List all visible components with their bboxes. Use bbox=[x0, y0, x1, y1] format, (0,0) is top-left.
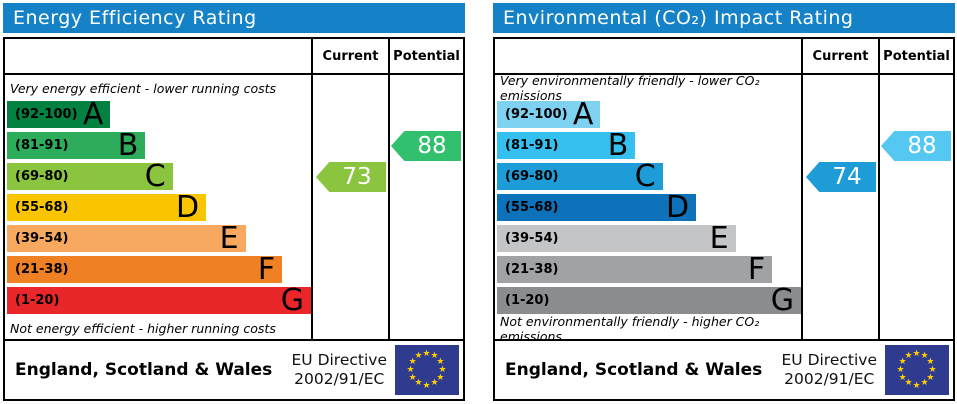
band-letter: F bbox=[747, 251, 766, 287]
environmental-bottom-note: Not environmentally friendly - higher CO… bbox=[500, 313, 760, 344]
energy-band-d: (55-68) D bbox=[7, 189, 207, 225]
band-range-label: (55-68) bbox=[15, 200, 69, 215]
environmental-band-f: (21-38) F bbox=[497, 251, 773, 287]
energy-potential-header: Potential bbox=[390, 39, 463, 75]
band-letter: A bbox=[82, 96, 104, 132]
eu-flag-icon: ★ ★ ★ ★ ★ ★ ★ ★ ★ ★ ★ ★ bbox=[395, 345, 459, 395]
band-letter: A bbox=[572, 96, 594, 132]
band-letter: D bbox=[666, 189, 690, 225]
environmental-bands-column: Very environmentally friendly - lower CO… bbox=[495, 39, 801, 344]
energy-potential-column: Potential 88 bbox=[388, 39, 463, 339]
energy-band-a: (92-100) A bbox=[7, 96, 111, 132]
environmental-current-column: Current 74 bbox=[801, 39, 878, 339]
environmental-band-c: (69-80) C bbox=[497, 158, 663, 194]
energy-band-f: (21-38) F bbox=[7, 251, 283, 287]
band-range-label: (92-100) bbox=[15, 107, 78, 122]
band-range-label: (81-91) bbox=[505, 138, 559, 153]
environmental-bands-header-spacer bbox=[495, 39, 801, 75]
band-range-label: (92-100) bbox=[505, 107, 568, 122]
band-letter: E bbox=[709, 220, 729, 256]
environmental-band-e: (39-54) E bbox=[497, 220, 736, 256]
environmental-rating-table: Very environmentally friendly - lower CO… bbox=[493, 37, 955, 401]
eu-flag-icon: ★ ★ ★ ★ ★ ★ ★ ★ ★ ★ ★ ★ bbox=[885, 345, 949, 395]
footer-region-label: England, Scotland & Wales bbox=[505, 360, 763, 380]
footer-region-label: England, Scotland & Wales bbox=[15, 360, 273, 380]
environmental-impact-chart: Environmental (CO₂) Impact Rating Very e… bbox=[493, 3, 955, 401]
band-letter: C bbox=[144, 158, 166, 194]
eu-directive-line1: EU Directive bbox=[781, 351, 878, 370]
energy-bottom-note: Not energy efficient - higher running co… bbox=[10, 321, 276, 336]
environmental-band-a: (92-100) A bbox=[497, 96, 601, 132]
band-range-label: (69-80) bbox=[505, 169, 559, 184]
band-range-label: (1-20) bbox=[15, 293, 60, 308]
energy-potential-value: 88 bbox=[417, 133, 447, 159]
environmental-title-bar: Environmental (CO₂) Impact Rating bbox=[493, 3, 955, 33]
energy-bands-header-spacer bbox=[5, 39, 311, 75]
eu-directive-label: EU Directive 2002/91/EC bbox=[292, 351, 388, 388]
energy-title-bar: Energy Efficiency Rating bbox=[3, 3, 465, 33]
band-range-label: (55-68) bbox=[505, 200, 559, 215]
band-range-label: (21-38) bbox=[15, 262, 69, 277]
environmental-chart-title: Environmental (CO₂) Impact Rating bbox=[503, 7, 854, 29]
band-letter: B bbox=[117, 127, 139, 163]
energy-band-c: (69-80) C bbox=[7, 158, 173, 194]
environmental-potential-value: 88 bbox=[907, 133, 937, 159]
energy-potential-arrow: 88 bbox=[391, 131, 461, 161]
band-range-label: (39-54) bbox=[505, 231, 559, 246]
band-letter: E bbox=[219, 220, 239, 256]
eu-directive-label: EU Directive 2002/91/EC bbox=[782, 351, 878, 388]
environmental-bands: (92-100) A (81-91) B (69-80) C bbox=[495, 96, 801, 318]
band-letter: D bbox=[176, 189, 200, 225]
energy-top-note: Very energy efficient - lower running co… bbox=[10, 80, 277, 96]
eu-directive-line1: EU Directive bbox=[291, 351, 388, 370]
band-range-label: (81-91) bbox=[15, 138, 69, 153]
eu-directive-line2: 2002/91/EC bbox=[784, 370, 875, 388]
environmental-band-b: (81-91) B bbox=[497, 127, 636, 163]
energy-chart-title: Energy Efficiency Rating bbox=[13, 7, 257, 29]
band-range-label: (39-54) bbox=[15, 231, 69, 246]
energy-band-g: (1-20) G bbox=[7, 282, 311, 318]
energy-current-header: Current bbox=[313, 39, 388, 75]
eu-directive-line2: 2002/91/EC bbox=[294, 370, 385, 388]
environmental-chart-footer: England, Scotland & Wales EU Directive 2… bbox=[495, 339, 953, 399]
band-range-label: (69-80) bbox=[15, 169, 69, 184]
energy-band-e: (39-54) E bbox=[7, 220, 246, 256]
environmental-current-arrow: 74 bbox=[806, 162, 876, 192]
energy-current-value: 73 bbox=[342, 164, 372, 190]
environmental-band-d: (55-68) D bbox=[497, 189, 697, 225]
energy-current-column: Current 73 bbox=[311, 39, 388, 339]
environmental-rating-body: Very environmentally friendly - lower CO… bbox=[495, 39, 953, 344]
band-letter: G bbox=[770, 282, 794, 318]
energy-chart-footer: England, Scotland & Wales EU Directive 2… bbox=[5, 339, 463, 399]
band-letter: B bbox=[607, 127, 629, 163]
band-letter: C bbox=[634, 158, 656, 194]
energy-efficiency-chart: Energy Efficiency Rating Very energy eff… bbox=[3, 3, 465, 401]
environmental-potential-column: Potential 88 bbox=[878, 39, 953, 339]
environmental-top-note: Very environmentally friendly - lower CO… bbox=[500, 73, 760, 103]
energy-band-b: (81-91) B bbox=[7, 127, 146, 163]
environmental-current-header: Current bbox=[803, 39, 878, 75]
energy-current-arrow: 73 bbox=[316, 162, 386, 192]
environmental-potential-arrow: 88 bbox=[881, 131, 951, 161]
band-range-label: (1-20) bbox=[505, 293, 550, 308]
band-letter: F bbox=[257, 251, 276, 287]
band-letter: G bbox=[280, 282, 304, 318]
environmental-current-value: 74 bbox=[832, 164, 862, 190]
energy-bands-column: Very energy efficient - lower running co… bbox=[5, 39, 311, 339]
band-range-label: (21-38) bbox=[505, 262, 559, 277]
energy-bands: (92-100) A (81-91) B (69-80) C bbox=[5, 96, 311, 318]
environmental-potential-header: Potential bbox=[880, 39, 953, 75]
energy-rating-body: Very energy efficient - lower running co… bbox=[5, 39, 463, 339]
environmental-band-g: (1-20) G bbox=[497, 282, 801, 318]
energy-rating-table: Very energy efficient - lower running co… bbox=[3, 37, 465, 401]
